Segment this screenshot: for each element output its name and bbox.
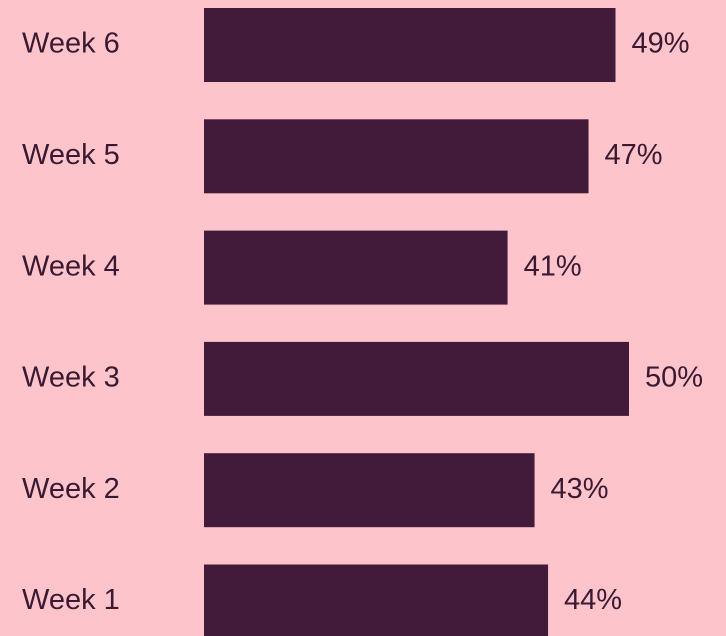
bar [204, 119, 589, 194]
value-label: 50% [645, 362, 703, 394]
category-label: Week 6 [22, 28, 120, 60]
value-label: 43% [551, 473, 609, 505]
category-label: Week 3 [22, 362, 120, 394]
value-label: 41% [524, 250, 582, 282]
category-label: Week 5 [22, 139, 120, 171]
category-label: Week 2 [22, 473, 120, 505]
bar [204, 453, 535, 528]
bar [204, 230, 508, 305]
category-label: Week 4 [22, 250, 120, 282]
bar [204, 564, 549, 636]
bar [204, 8, 616, 82]
category-label: Week 1 [22, 584, 120, 616]
bar [204, 341, 629, 416]
value-label: 49% [632, 28, 690, 60]
value-label: 47% [605, 139, 663, 171]
value-label: 44% [564, 584, 622, 616]
